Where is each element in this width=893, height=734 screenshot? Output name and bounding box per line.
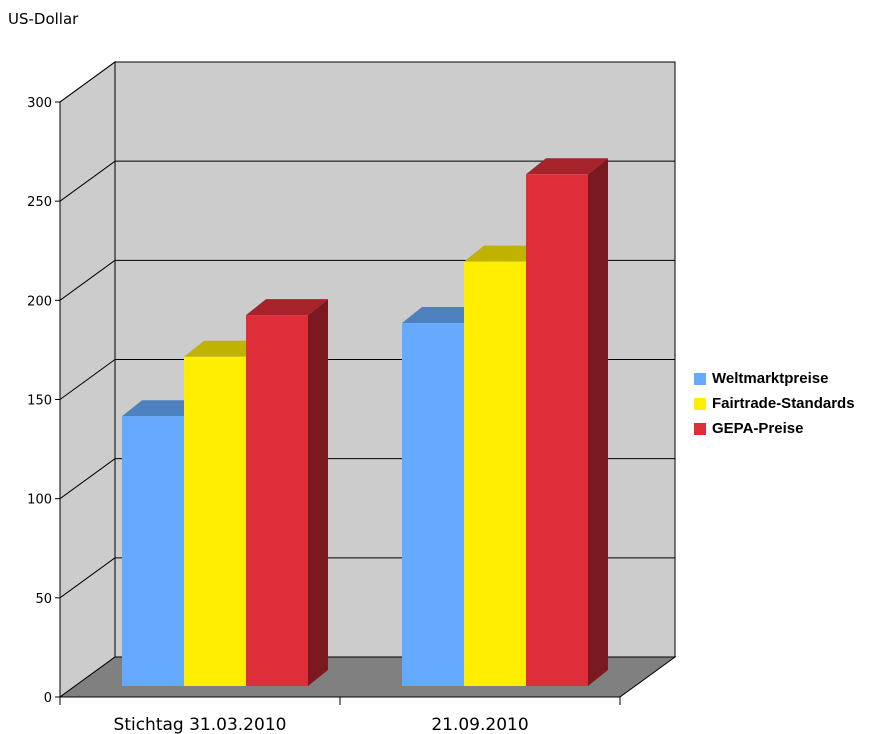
legend: Weltmarktpreise Fairtrade-Standards GEPA…: [694, 366, 855, 441]
bar-gepa-preise-2-side: [588, 158, 608, 687]
legend-item-weltmarktpreise: Weltmarktpreise: [694, 366, 855, 391]
legend-label-weltmarktpreise: Weltmarktpreise: [712, 370, 829, 387]
gridline-side: [59, 160, 116, 202]
bar-gepa-preise-2: [526, 174, 588, 687]
y-tick-label: 100: [27, 493, 52, 508]
bar-weltmarktpreise-2-top: [402, 307, 484, 324]
legend-swatch-gepa-preise: [694, 422, 706, 435]
bar-weltmarktpreise-2: [402, 323, 464, 686]
gridline-side: [59, 458, 116, 500]
gridline-side: [59, 359, 116, 400]
legend-label-gepa-preise: GEPA-Preise: [712, 420, 804, 437]
bar-weltmarktpreise-1: [122, 416, 184, 686]
x-tick-label-stichtag-31-03-2010: Stichtag 31.03.2010: [114, 715, 287, 734]
bar-weltmarktpreise-1-top: [122, 400, 204, 417]
legend-item-gepa-preise: GEPA-Preise: [694, 416, 855, 441]
gridline-side: [59, 61, 116, 103]
y-tick-label: 150: [27, 394, 52, 409]
y-tick-label: 200: [27, 294, 52, 309]
x-tick-label-21-09-2010: 21.09.2010: [431, 715, 528, 734]
bar-fairtrade-standards-1: [184, 356, 246, 686]
bar-fairtrade-standards-2: [464, 261, 526, 686]
y-tick-label: 50: [35, 592, 52, 607]
bar-gepa-preise-1-top: [246, 299, 328, 316]
y-tick-label: 300: [27, 96, 52, 111]
legend-swatch-weltmarktpreise: [694, 372, 706, 385]
gridline-side: [59, 557, 116, 599]
bar-fairtrade-standards-2-top: [464, 245, 546, 262]
bar-gepa-preise-1-side: [308, 299, 328, 686]
y-tick-label: 0: [44, 691, 52, 706]
y-tick-label: 250: [27, 195, 52, 210]
bar-fairtrade-standards-1-top: [184, 340, 266, 357]
legend-item-fairtrade-standards: Fairtrade-Standards: [694, 391, 855, 416]
bar-gepa-preise-1: [246, 315, 308, 686]
y-axis-title: US-Dollar: [8, 10, 79, 28]
bar-gepa-preise-2-top: [526, 158, 608, 175]
gridline-side: [59, 259, 116, 301]
legend-label-fairtrade-standards: Fairtrade-Standards: [712, 395, 855, 412]
legend-swatch-fairtrade-standards: [694, 397, 706, 410]
